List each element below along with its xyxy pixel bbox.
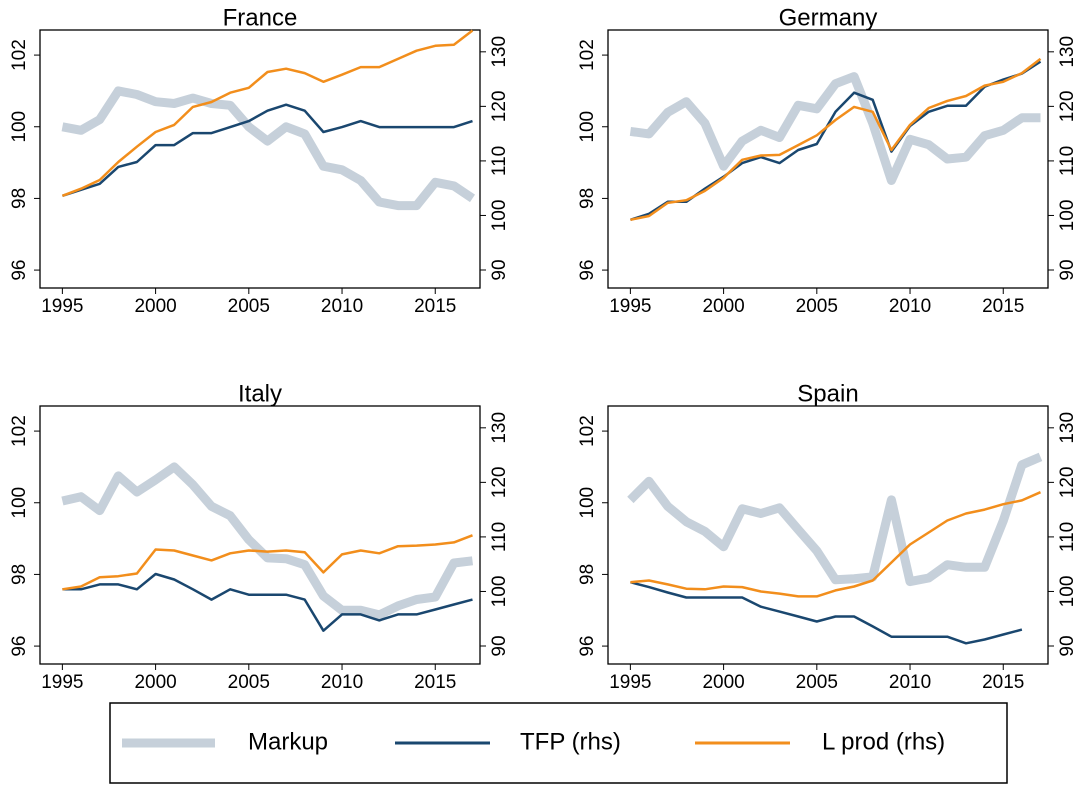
x-tick-label: 1995 — [609, 672, 651, 693]
y2-tick-label: 100 — [489, 576, 510, 608]
y2-tick-label: 130 — [1057, 412, 1078, 444]
y-tick-label: 96 — [577, 260, 598, 281]
x-tick-label: 1995 — [609, 296, 651, 317]
y2-tick-label: 90 — [1057, 635, 1078, 656]
x-tick-label: 1995 — [41, 672, 83, 693]
legend-label: Markup — [248, 728, 328, 755]
series-line — [627, 452, 1043, 587]
chart-title: Spain — [797, 380, 858, 407]
x-tick-label: 2015 — [414, 296, 456, 317]
x-tick-label: 2015 — [414, 672, 456, 693]
y2-tick-label: 110 — [489, 146, 510, 176]
y-tick-label: 100 — [9, 111, 30, 143]
x-tick-label: 2010 — [889, 296, 931, 317]
y2-tick-label: 130 — [1057, 36, 1078, 68]
y-tick-label: 100 — [9, 487, 30, 519]
x-tick-label: 2000 — [702, 296, 744, 317]
legend-label: L prod (rhs) — [822, 728, 945, 755]
x-tick-label: 2000 — [702, 672, 744, 693]
y2-tick-label: 100 — [1057, 576, 1078, 608]
series-line — [61, 29, 474, 197]
x-tick-label: 2005 — [796, 296, 838, 317]
y-tick-label: 102 — [577, 39, 598, 71]
x-tick-label: 2005 — [228, 672, 270, 693]
x-tick-label: 2010 — [889, 672, 931, 693]
y2-tick-label: 100 — [1057, 200, 1078, 232]
y-tick-label: 98 — [577, 564, 598, 585]
y-tick-label: 98 — [9, 188, 30, 209]
y-tick-label: 98 — [9, 564, 30, 585]
y-tick-label: 102 — [9, 39, 30, 71]
plot-frame — [607, 29, 1049, 289]
y-tick-label: 100 — [577, 111, 598, 143]
series-line — [62, 572, 473, 632]
plot-frame — [607, 405, 1049, 665]
chart-title: Germany — [779, 4, 878, 31]
series-line — [630, 491, 1042, 598]
y2-tick-label: 110 — [1057, 146, 1078, 176]
x-tick-label: 1995 — [41, 296, 83, 317]
chart-title: France — [223, 4, 298, 31]
x-tick-label: 2015 — [982, 672, 1024, 693]
y2-tick-label: 120 — [489, 467, 510, 499]
series-line — [61, 86, 476, 211]
x-tick-label: 2010 — [321, 672, 363, 693]
y2-tick-label: 90 — [1057, 259, 1078, 280]
y2-tick-label: 90 — [489, 259, 510, 280]
x-tick-label: 2000 — [134, 672, 176, 693]
legend-box — [109, 702, 1008, 784]
series-line — [630, 580, 1023, 645]
x-tick-label: 2005 — [796, 672, 838, 693]
y2-tick-label: 90 — [489, 635, 510, 656]
y-tick-label: 98 — [577, 188, 598, 209]
x-tick-label: 2000 — [134, 296, 176, 317]
chart-title: Italy — [238, 380, 282, 407]
x-tick-label: 2005 — [228, 296, 270, 317]
y2-tick-label: 100 — [489, 200, 510, 232]
series-line — [61, 462, 474, 620]
series-line — [629, 72, 1041, 185]
y2-tick-label: 110 — [1057, 522, 1078, 552]
y-tick-label: 102 — [577, 415, 598, 447]
y-tick-label: 96 — [9, 636, 30, 657]
legend-label: TFP (rhs) — [520, 728, 621, 755]
series-line — [62, 103, 473, 197]
series-line — [62, 534, 473, 591]
y2-tick-label: 120 — [489, 91, 510, 123]
y2-tick-label: 120 — [1057, 91, 1078, 123]
series-line — [630, 57, 1042, 222]
y2-tick-label: 130 — [489, 412, 510, 444]
y-tick-label: 102 — [9, 415, 30, 447]
y-tick-label: 100 — [577, 487, 598, 519]
y2-tick-label: 130 — [489, 36, 510, 68]
x-tick-label: 2015 — [982, 296, 1024, 317]
x-tick-label: 2010 — [321, 296, 363, 317]
plot-frame — [39, 29, 481, 289]
y-tick-label: 96 — [577, 636, 598, 657]
y2-tick-label: 110 — [489, 522, 510, 552]
y2-tick-label: 120 — [1057, 467, 1078, 499]
y-tick-label: 96 — [9, 260, 30, 281]
plot-frame — [39, 405, 481, 665]
